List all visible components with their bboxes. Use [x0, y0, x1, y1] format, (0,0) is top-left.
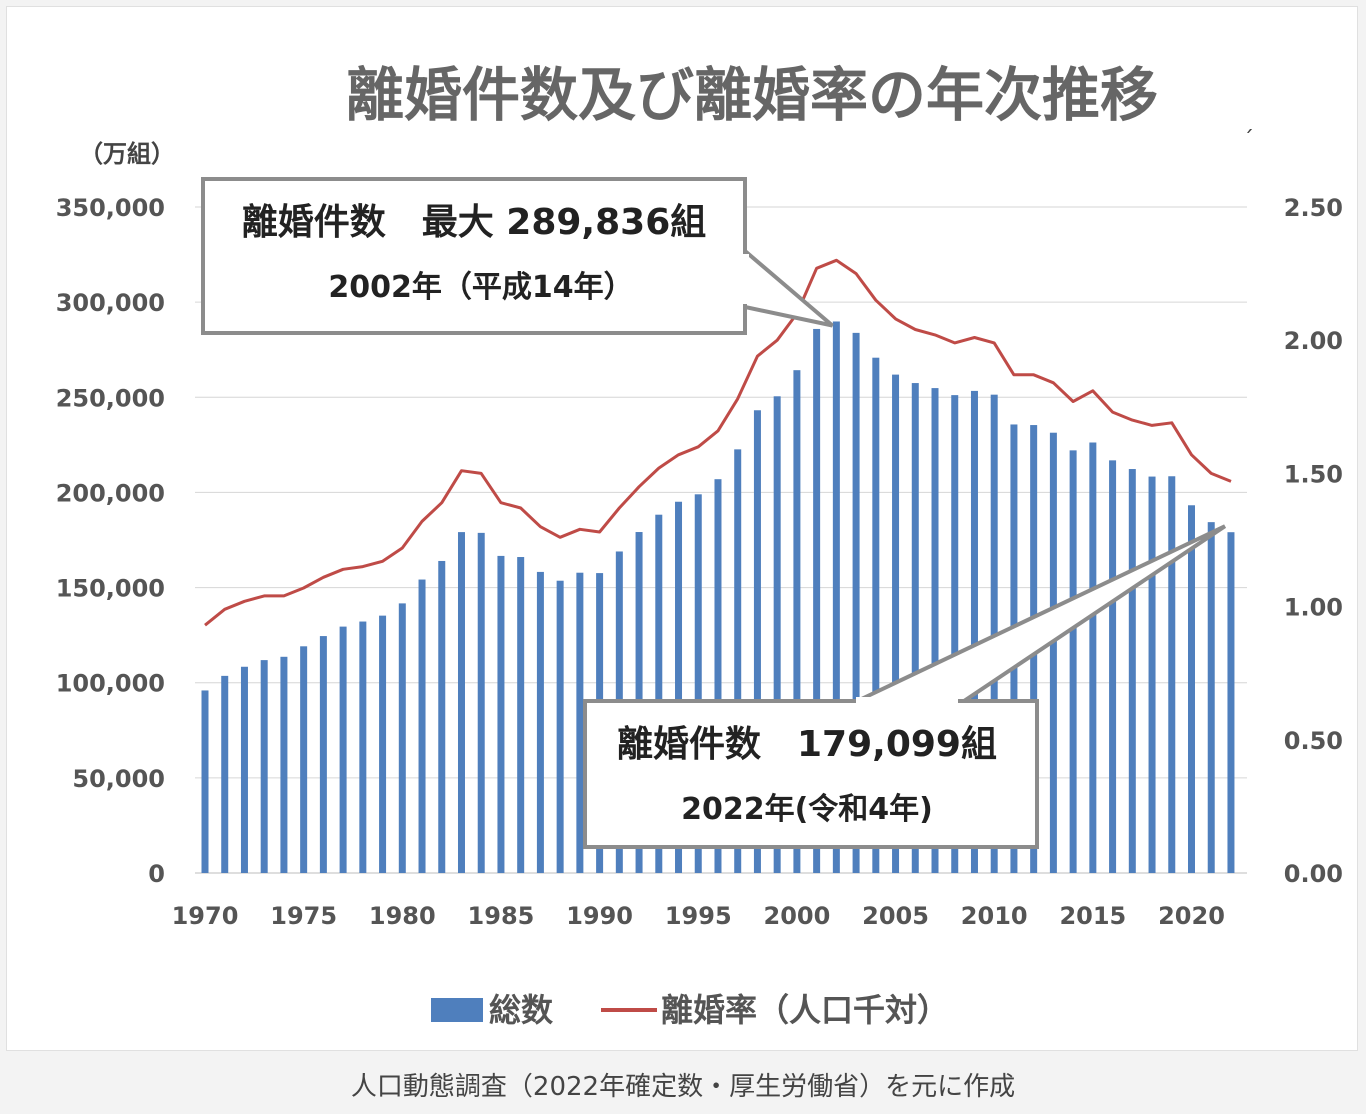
bar-1993	[655, 514, 663, 873]
bar-2004	[872, 357, 880, 873]
bar-2015	[1089, 442, 1097, 873]
y-left-tick-label: 150,000	[56, 575, 165, 603]
line-series-divorce-rate	[204, 258, 1232, 627]
y-right-tick-label: 0.50	[1284, 727, 1343, 755]
y-left-tick-label: 350,000	[56, 194, 165, 222]
bar-2005	[892, 374, 900, 873]
axes: 0 50,000 100,000 150,000 200,000 250,000 300,0…	[56, 194, 1343, 930]
callout-2022-box	[583, 699, 1039, 849]
bar-2008	[951, 395, 959, 873]
bar-2009	[970, 390, 978, 873]
legend-swatch-bar	[431, 998, 483, 1022]
legend-label-line: 離婚率（人口千対）	[661, 991, 949, 1029]
bar-1989	[576, 572, 584, 873]
bar-2003	[852, 332, 860, 873]
y-right-tick-label: 1.50	[1284, 460, 1343, 488]
y-left-unit-label: （万組）	[79, 140, 175, 168]
callout-max-joint	[741, 254, 749, 304]
y-left-tick-label: 250,000	[56, 384, 165, 412]
bar-2022	[1227, 532, 1235, 873]
x-tick-label: 1990	[566, 902, 633, 930]
bar-1983	[457, 532, 465, 873]
bar-2006	[911, 383, 919, 873]
y-left-tick-label: 50,000	[72, 765, 165, 793]
bar-1995	[694, 494, 702, 873]
x-tick-label: 1975	[270, 902, 337, 930]
bar-1977	[339, 626, 347, 873]
callout-2022-joint	[856, 697, 958, 705]
bar-2013	[1049, 432, 1057, 873]
bar-1980	[398, 603, 406, 873]
bar-1985	[497, 555, 505, 873]
callout-max-line2: 2002年（平成14年）	[328, 270, 633, 305]
bar-1972	[240, 666, 248, 873]
y-right-tick-label: 2.50	[1284, 194, 1343, 222]
callout-2022-line2: 2022年(令和4年)	[681, 792, 933, 827]
bar-2021	[1207, 522, 1215, 873]
divorce-rate-line	[204, 258, 1232, 627]
callout-2022-line1: 離婚件数 179,099組	[617, 724, 997, 765]
x-tick-label: 1980	[369, 902, 436, 930]
bar-1998	[753, 410, 761, 873]
bar-2002	[832, 321, 840, 873]
callout-max-pointer	[743, 246, 834, 328]
bar-2001	[813, 328, 821, 873]
y-right-tick-label: 0.00	[1284, 860, 1343, 888]
bar-1988	[556, 580, 564, 873]
bar-1996	[714, 479, 722, 873]
callout-max-box	[201, 177, 747, 335]
x-tick-label: 1970	[172, 902, 239, 930]
chart-panel: 0 50,000 100,000 150,000 200,000 250,000 300,0…	[6, 6, 1358, 1051]
bar-1982	[438, 560, 446, 873]
y-left-tick-label: 300,000	[56, 289, 165, 317]
x-tick-label: 2020	[1158, 902, 1225, 930]
divorce-trend-chart: 0 50,000 100,000 150,000 200,000 250,000 300,0…	[56, 61, 1343, 1029]
x-tick-label: 1995	[665, 902, 732, 930]
bar-1997	[734, 449, 742, 873]
bar-1979	[379, 615, 387, 873]
bar-2020	[1188, 505, 1195, 873]
y-left-tick-label: 200,000	[56, 479, 165, 507]
bar-1994	[675, 501, 683, 873]
bar-1978	[359, 621, 367, 873]
bar-2016	[1109, 460, 1117, 873]
chart-title: 離婚件数及び離婚率の年次推移	[346, 61, 1158, 129]
bar-2019	[1168, 476, 1176, 873]
y-right-tick-label: 2.00	[1284, 327, 1343, 355]
x-tick-label: 2000	[764, 902, 831, 930]
bar-1986	[517, 557, 525, 873]
stray-mark: ˊ	[1243, 128, 1254, 153]
bar-1987	[536, 571, 544, 873]
bar-1971	[221, 675, 229, 873]
bar-2018	[1148, 476, 1156, 873]
source-caption: 人口動態調査（2022年確定数・厚生労働省）を元に作成	[350, 1072, 1016, 1102]
bar-2017	[1128, 469, 1136, 873]
callouts: 離婚件数 最大 289,836組 2002年（平成14年） 離婚件数 179,099…	[201, 177, 1227, 849]
legend: 総数 離婚率（人口千対）	[431, 991, 949, 1029]
bar-1970	[201, 690, 209, 873]
bar-1981	[418, 579, 426, 873]
bar-2007	[931, 388, 939, 873]
bar-1973	[260, 660, 268, 873]
bar-1975	[300, 646, 308, 873]
bar-2014	[1069, 450, 1077, 873]
x-tick-label: 1985	[468, 902, 535, 930]
bar-1984	[477, 532, 485, 873]
bar-1976	[319, 636, 327, 873]
bar-1999	[773, 396, 781, 873]
bar-2000	[793, 370, 801, 873]
legend-label-bar: 総数	[489, 991, 554, 1029]
callout-max-line1: 離婚件数 最大 289,836組	[242, 202, 707, 243]
y-left-tick-label: 100,000	[56, 670, 165, 698]
x-tick-label: 2005	[862, 902, 929, 930]
x-tick-label: 2015	[1059, 902, 1126, 930]
bar-1974	[280, 656, 288, 873]
y-right-tick-label: 1.00	[1284, 594, 1343, 622]
y-left-tick-label: 0	[148, 860, 165, 888]
x-tick-label: 2010	[961, 902, 1028, 930]
